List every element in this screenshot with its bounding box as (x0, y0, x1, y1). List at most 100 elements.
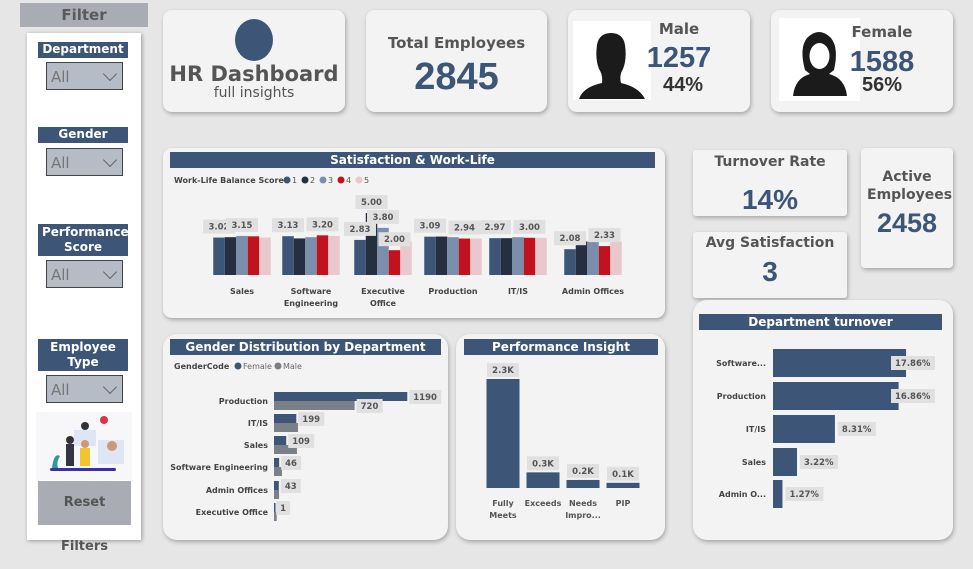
kpi-label: Avg Satisfaction (705, 235, 835, 251)
bar (274, 467, 282, 476)
bar (486, 378, 520, 488)
category-label: Admin Offices (206, 486, 268, 495)
category-label: Production (219, 397, 269, 406)
bar (400, 241, 412, 275)
bar (470, 238, 482, 275)
data-label-bg (527, 456, 559, 471)
category-label: Admin Offices (562, 287, 624, 296)
bar (247, 236, 260, 275)
bar (512, 237, 524, 275)
gender-chart: GenderCode Female Male Production 1190 720 IT/… (170, 362, 442, 521)
reset-filters-button[interactable]: Reset Filters (38, 481, 131, 554)
legend-marker (355, 176, 363, 184)
team-illustration (36, 412, 132, 480)
legend-marker (319, 176, 327, 184)
active-employees-card: Active Employees 2458 (861, 148, 953, 268)
bar (424, 236, 436, 275)
bar (526, 472, 560, 488)
bar (274, 436, 287, 445)
dropdown-value: All (51, 381, 70, 399)
data-label-bg (280, 479, 301, 493)
data-label-bg (298, 412, 325, 426)
data-label-bg (785, 487, 824, 501)
bar (564, 249, 576, 275)
data-label-bg (891, 389, 935, 403)
employee-type-dropdown[interactable]: All (46, 375, 123, 403)
bar (773, 415, 835, 443)
bar (523, 237, 536, 275)
bar (587, 241, 599, 275)
logo-ellipse (235, 19, 273, 61)
category-label: Sales (230, 287, 254, 296)
data-label: 3.00 (519, 223, 540, 233)
dropdown-value: All (51, 266, 70, 284)
data-label-bg (288, 434, 315, 448)
data-label: 0.1K (612, 470, 634, 480)
category-label: Sales (244, 441, 268, 450)
avg-satisfaction-card: Avg Satisfaction 3 (693, 232, 847, 298)
legend-title: GenderCode (174, 362, 230, 371)
bar (224, 237, 237, 275)
data-label-bg (554, 231, 586, 246)
data-label: 0.3K (532, 459, 554, 469)
category-label: Admin O... (719, 490, 766, 499)
bar (354, 239, 366, 275)
data-label: 1.27% (789, 490, 819, 500)
data-label-bg (378, 232, 411, 247)
bar (293, 238, 306, 275)
data-label: 199 (302, 415, 320, 425)
data-label-bg (448, 220, 481, 235)
bar (435, 236, 448, 275)
category-label: Sales (742, 458, 766, 467)
bar (274, 401, 355, 410)
bar (305, 237, 317, 275)
department-dropdown[interactable]: All (46, 62, 123, 90)
turnover-rate-card: Turnover Rate 14% (693, 150, 847, 216)
legend-label: 1 (292, 176, 297, 185)
performance-chart: 2.3K Fully Meets 0.3K Exceeds 0.2K Needs Impro.… (486, 362, 640, 520)
data-label: 3.13 (278, 221, 299, 231)
bar (274, 392, 408, 401)
data-label-bg (355, 195, 388, 209)
chevron-down-icon (102, 152, 118, 168)
data-label-bg (487, 362, 519, 377)
bar (388, 250, 401, 275)
bar (274, 445, 297, 454)
bar (274, 490, 280, 499)
category-label: Meets (489, 511, 517, 520)
bar (282, 236, 294, 275)
bar (773, 349, 907, 377)
kpi-value: 2458 (876, 208, 938, 238)
bar (489, 238, 501, 275)
data-label-bg (276, 501, 291, 515)
bar (566, 479, 600, 488)
data-label-bg (409, 390, 442, 404)
bar (259, 237, 271, 275)
dropdown-value: All (51, 68, 70, 86)
male-card: Male 1257 44% (568, 10, 750, 112)
data-label: 3.22% (804, 458, 834, 468)
category-label: Software (291, 287, 332, 296)
kpi-label: Male (658, 20, 700, 38)
data-label-bg (306, 217, 339, 232)
legend-marker (337, 176, 345, 184)
data-label: 1 (280, 504, 286, 514)
gender-dropdown[interactable]: All (46, 148, 123, 176)
gender-slicer-label: Gender (38, 127, 128, 143)
kpi-value: 3 (762, 256, 778, 287)
data-label: 2.08 (560, 234, 581, 244)
performance-dropdown[interactable]: All (46, 260, 123, 288)
data-label: 3.20 (312, 220, 333, 230)
legend-label: 2 (310, 176, 315, 185)
bar (328, 235, 340, 275)
bar (500, 238, 513, 275)
bar (274, 512, 277, 521)
category-label: Impro... (565, 511, 601, 520)
bar (773, 480, 783, 508)
kpi-label: Total Employees (387, 34, 526, 52)
bar (773, 382, 899, 410)
category-label: IT/IS (248, 419, 268, 428)
kpi-label: Turnover Rate (714, 154, 826, 170)
bar (274, 503, 276, 512)
data-label: 2.94 (454, 224, 475, 234)
